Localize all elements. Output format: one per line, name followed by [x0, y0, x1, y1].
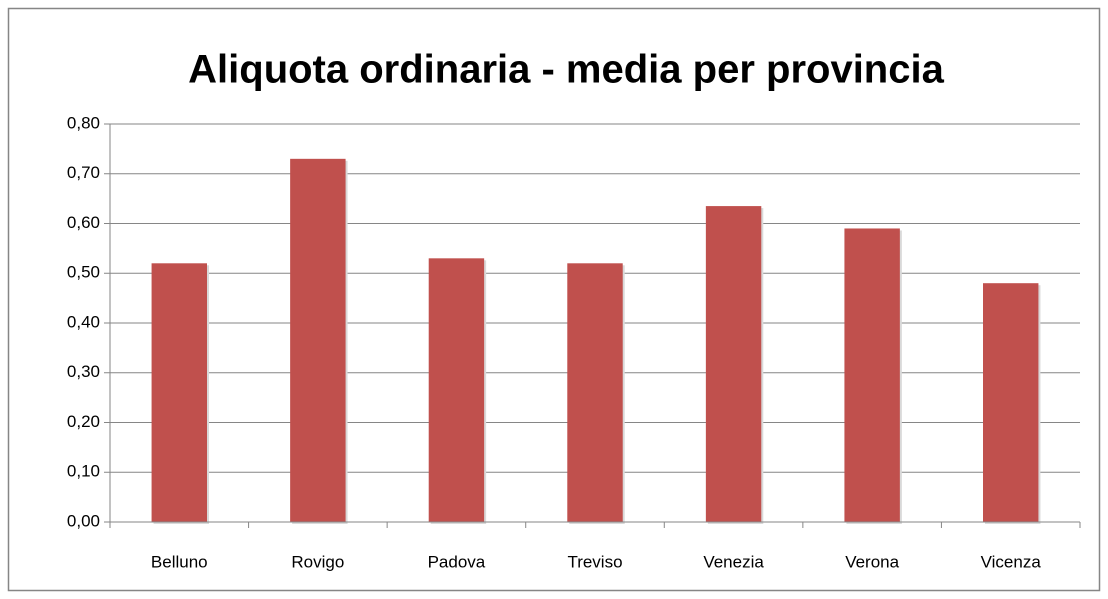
x-tick-label: Padova — [428, 552, 486, 571]
x-tick-label: Treviso — [567, 552, 622, 571]
y-tick-label: 0,80 — [67, 113, 100, 132]
y-tick-label: 0,10 — [67, 462, 100, 481]
bar — [844, 228, 900, 522]
bar — [567, 263, 623, 522]
bar — [983, 283, 1039, 522]
y-tick-label: 0,60 — [67, 213, 100, 232]
x-tick-label: Venezia — [703, 552, 764, 571]
bar — [428, 258, 485, 522]
y-tick-label: 0,50 — [67, 263, 100, 282]
y-tick-label: 0,40 — [67, 312, 100, 331]
x-tick-label: Verona — [845, 552, 899, 571]
y-tick-label: 0,20 — [67, 412, 100, 431]
y-tick-label: 0,30 — [67, 362, 100, 381]
x-tick-label: Belluno — [151, 552, 208, 571]
y-tick-label: 0,70 — [67, 163, 100, 182]
bar — [151, 263, 207, 522]
chart-title: Aliquota ordinaria - media per provincia — [188, 48, 944, 92]
y-tick-label: 0,00 — [67, 511, 100, 530]
bar — [290, 158, 346, 522]
x-tick-label: Rovigo — [291, 552, 344, 571]
bar — [705, 206, 762, 522]
x-tick-label: Vicenza — [981, 552, 1042, 571]
